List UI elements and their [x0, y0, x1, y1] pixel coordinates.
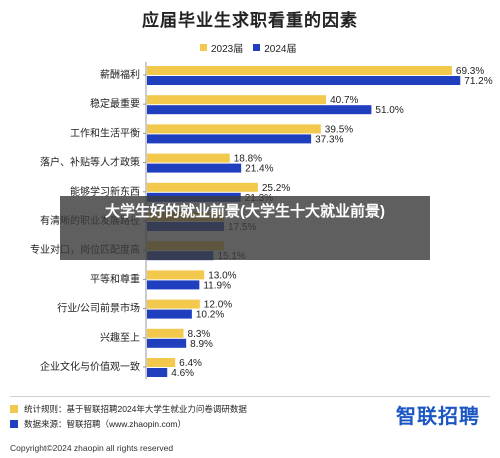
data-label-2024: 10.2% [196, 310, 224, 321]
chart-legend: 2023届 2024届 [200, 40, 307, 55]
bar-2024 [147, 368, 168, 377]
bar-2024 [147, 309, 192, 319]
bar-2023 [147, 358, 176, 367]
data-label-2024: 51.0% [375, 105, 403, 116]
data-label-2024: 11.9% [203, 280, 231, 291]
data-label-2023: 69.3% [456, 66, 484, 77]
data-label-2023: 13.0% [208, 270, 236, 281]
footer-source: 数据来源：智联招聘（www.zhaopin.com） [10, 418, 186, 430]
bar-2024 [147, 105, 372, 115]
category-label: 薪酬福利 [100, 68, 140, 81]
bar-2023 [147, 270, 205, 280]
category-label: 工作和生活平衡 [70, 126, 140, 139]
legend-swatch-2023 [200, 43, 207, 51]
footer-note: 统计规则：基于智联招聘2024年大学生就业力问卷调研数据 [10, 403, 247, 415]
data-label-2024: 8.9% [190, 339, 213, 350]
legend-item-2024: 2024届 [253, 40, 297, 55]
category-label: 稳定最重要 [90, 97, 140, 110]
watermark-banner [60, 196, 430, 260]
data-label-2023: 39.5% [325, 124, 353, 135]
bar-2024 [147, 163, 242, 173]
data-label-2023: 25.2% [262, 183, 290, 194]
bar-2023 [147, 124, 321, 134]
bar-2024 [147, 338, 187, 348]
data-label-2024: 37.3% [315, 134, 343, 145]
data-label-2023: 18.8% [234, 154, 262, 165]
source-text: 数据来源：智联招聘（www.zhaopin.com） [24, 419, 187, 429]
bar-2024 [147, 280, 200, 290]
footer-divider [10, 396, 490, 397]
note-swatch [10, 405, 18, 413]
legend-item-2023: 2023届 [200, 40, 243, 55]
copyright-text: Copyright©2024 zhaopin all rights reserv… [10, 443, 174, 453]
data-label-2024: 71.2% [464, 76, 492, 87]
bar-2023 [147, 182, 258, 192]
category-label: 能够学习新东西 [70, 185, 140, 198]
data-label-2023: 12.0% [204, 300, 232, 311]
data-label-2024: 4.6% [171, 368, 194, 379]
data-label-2023: 6.4% [179, 358, 202, 369]
category-label: 落户、补贴等人才政策 [40, 156, 140, 169]
legend-swatch-2024 [253, 43, 261, 51]
bar-2023 [147, 153, 230, 163]
data-label-2023: 40.7% [330, 95, 358, 106]
data-label-2023: 8.3% [188, 329, 211, 340]
note-text: 统计规则：基于智联招聘2024年大学生就业力问卷调研数据 [24, 404, 247, 414]
bar-2024 [147, 76, 461, 85]
brand-logo: 智联招聘 [396, 406, 480, 428]
bar-2023 [147, 328, 184, 338]
data-label-2024: 21.4% [245, 164, 273, 175]
category-label: 平等和尊重 [90, 272, 140, 285]
legend-label-2023: 2023届 [211, 43, 244, 55]
bar-2023 [147, 66, 452, 75]
source-swatch [10, 420, 18, 428]
watermark-banner-text: 大学生好的就业前景(大学生十大就业前景) [105, 203, 385, 220]
bar-2024 [147, 134, 312, 144]
chart-title: 应届毕业生求职看重的因素 [142, 11, 358, 30]
category-label: 兴趣至上 [100, 331, 140, 344]
legend-label-2024: 2024届 [264, 43, 297, 55]
bar-2023 [147, 95, 327, 105]
bar-2023 [147, 299, 200, 309]
category-label: 企业文化与价值观一致 [40, 360, 140, 373]
category-label: 行业/公司前景市场 [57, 302, 140, 315]
